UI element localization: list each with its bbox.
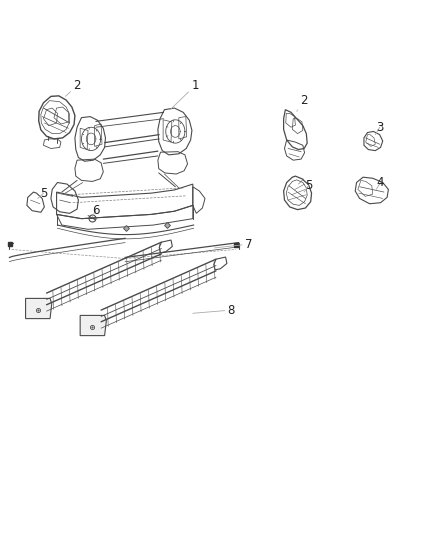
Text: 8: 8 bbox=[193, 304, 235, 317]
Text: 7: 7 bbox=[215, 238, 252, 251]
Text: 5: 5 bbox=[304, 179, 312, 192]
Text: 2: 2 bbox=[297, 94, 308, 111]
Text: 5: 5 bbox=[38, 187, 47, 200]
Polygon shape bbox=[80, 316, 106, 336]
Text: 6: 6 bbox=[92, 204, 99, 217]
Text: 4: 4 bbox=[376, 176, 384, 189]
Polygon shape bbox=[25, 298, 52, 319]
Text: 3: 3 bbox=[375, 120, 383, 135]
Text: 1: 1 bbox=[170, 79, 199, 110]
Text: 2: 2 bbox=[65, 79, 81, 96]
